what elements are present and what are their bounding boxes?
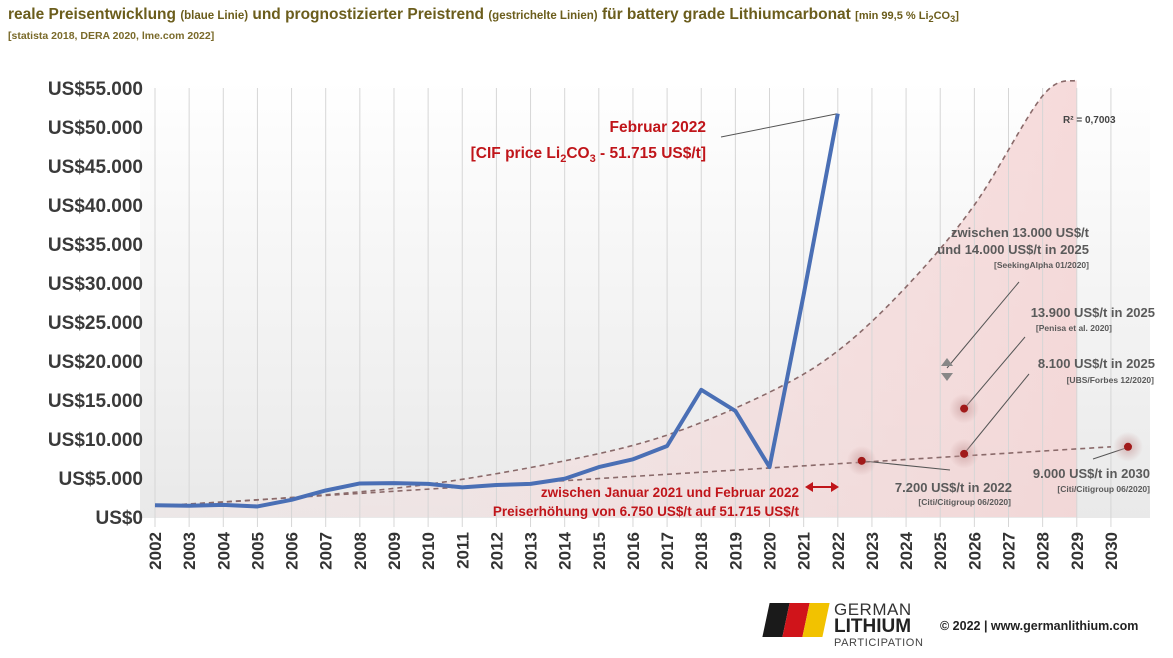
chart-svg: US$0 US$5.000 US$10.000 US$15.000 US$20.000 U… [48,79,1155,570]
updown-arrow-icon [941,358,953,381]
y-tick-label: US$20.000 [48,352,143,373]
logo-line-1: GERMAN [834,600,912,619]
y-tick-label: US$25.000 [48,313,143,334]
annotation-seek-1: zwischen 13.000 US$/t [951,225,1090,240]
y-tick-label: US$50.000 [48,118,143,139]
annotation-penisa-src: [Penisa et al. 2020] [1036,323,1112,333]
annotation-feb-line2: [CIF price Li2CO3 - 51.715 US$/t] [471,145,706,165]
leader-seek [946,281,1020,369]
annotation-penisa-1: 13.900 US$/t in 2025 [1031,305,1155,320]
forecast-marker [1123,442,1132,451]
double-arrow-icon [805,482,839,492]
leader-feb [720,113,837,138]
title-part-c: und prognostizierter Preistrend [252,6,485,23]
leader-ubs [962,373,1030,456]
logo-stripes [762,603,830,637]
x-tick-label: 2018 [692,532,711,570]
title-part-d: (gestrichelte Linien) [488,10,598,22]
x-tick-label: 2025 [931,532,950,570]
leader-citi22 [862,460,951,471]
title-part-e: für battery grade Lithiumcarbonat [601,6,851,23]
trend-line-upper [154,79,1078,507]
x-tick-label: 2003 [180,532,199,570]
annotation-ubs-src: [UBS/Forbes 12/2020] [1067,375,1155,385]
forecast-marker [960,449,969,458]
x-tick-label: 2021 [795,532,814,570]
x-tick-label: 2029 [1068,532,1087,570]
annotation-citi30-src: [Citi/Citigroup 06/2020] [1057,484,1150,494]
x-tick-label: 2007 [317,532,336,570]
forecast-area [155,80,1077,517]
x-tick-label: 2022 [829,532,848,570]
annotation-rise-2: Preiserhöhung von 6.750 US$/t auf 51.715… [493,504,800,519]
x-tick-label: 2008 [351,532,370,570]
annotation-feb-line1: Februar 2022 [610,119,707,136]
copyright-text: © 2022 | www.germanlithium.com [940,619,1139,633]
x-tick-label: 2009 [385,532,404,570]
x-tick-label: 2028 [1034,532,1053,570]
logo-line-2: LITHIUM [834,616,912,637]
y-tick-label: US$30.000 [48,274,143,295]
logo-line-3: PARTICIPATION [834,637,924,649]
x-tick-label: 2027 [1000,532,1019,570]
y-tick-label: US$0 [95,508,143,529]
x-tick-label: 2019 [726,532,745,570]
annotation-rise-1: zwischen Januar 2021 und Februar 2022 [541,485,799,500]
y-tick-label: US$35.000 [48,235,143,256]
title-part-a: reale Preisentwicklung [8,6,176,23]
chart-subtitle: [statista 2018, DERA 2020, lme.com 2022] [8,30,215,42]
y-axis-ticks: US$0 US$5.000 US$10.000 US$15.000 US$20.000 U… [48,79,143,529]
y-tick-label: US$10.000 [48,430,143,451]
forecast-marker [960,404,969,413]
x-tick-label: 2017 [658,532,677,570]
x-tick-label: 2026 [965,532,984,570]
annotation-seek-src: [SeekingAlpha 01/2020] [994,260,1089,270]
x-tick-label: 2006 [283,532,302,570]
x-tick-label: 2005 [248,532,267,570]
annotation-ubs-1: 8.100 US$/t in 2025 [1038,356,1155,371]
annotation-citi30-1: 9.000 US$/t in 2030 [1033,466,1150,481]
x-tick-label: 2012 [487,532,506,570]
x-tick-label: 2016 [624,532,643,570]
x-tick-label: 2023 [863,532,882,570]
x-tick-label: 2004 [214,531,233,569]
x-tick-label: 2002 [146,532,165,570]
title-part-b: (blaue Linie) [180,10,249,22]
x-tick-label: 2013 [522,532,541,570]
x-tick-label: 2014 [556,531,575,569]
forecast-markers [846,393,1143,476]
y-tick-label: US$55.000 [48,79,143,100]
forecast-marker [857,456,866,465]
x-tick-label: 2024 [897,531,916,569]
annotation-r2: R² = 0,7003 [1063,115,1116,126]
x-tick-label: 2010 [419,532,438,570]
x-tick-label: 2015 [590,532,609,570]
german-lithium-logo-icon: GERMAN LITHIUM PARTICIPATION [762,600,932,650]
y-tick-label: US$5.000 [58,469,143,490]
actual-price-line [154,113,840,509]
y-tick-label: US$40.000 [48,196,143,217]
trend-line-lower [154,446,1111,507]
x-axis-ticks: 2002 2003 2004 2005 2006 2007 2008 2009 2010 2011… [146,531,1121,569]
y-tick-label: US$15.000 [48,391,143,412]
annotation-citi22-src: [Citi/Citigroup 06/2020] [918,497,1011,507]
vertical-gridlines [154,88,1112,527]
chart-title: reale Preisentwicklung (blaue Linie) und… [8,6,959,24]
annotation-seek-2: und 14.000 US$/t in 2025 [937,242,1089,257]
x-tick-label: 2011 [453,532,472,569]
annotation-citi22-1: 7.200 US$/t in 2022 [895,480,1012,495]
y-tick-label: US$45.000 [48,157,143,178]
title-part-f: [min 99,5 % Li2CO3] [855,10,959,25]
x-tick-label: 2020 [761,532,780,570]
x-tick-label: 2030 [1102,532,1121,570]
